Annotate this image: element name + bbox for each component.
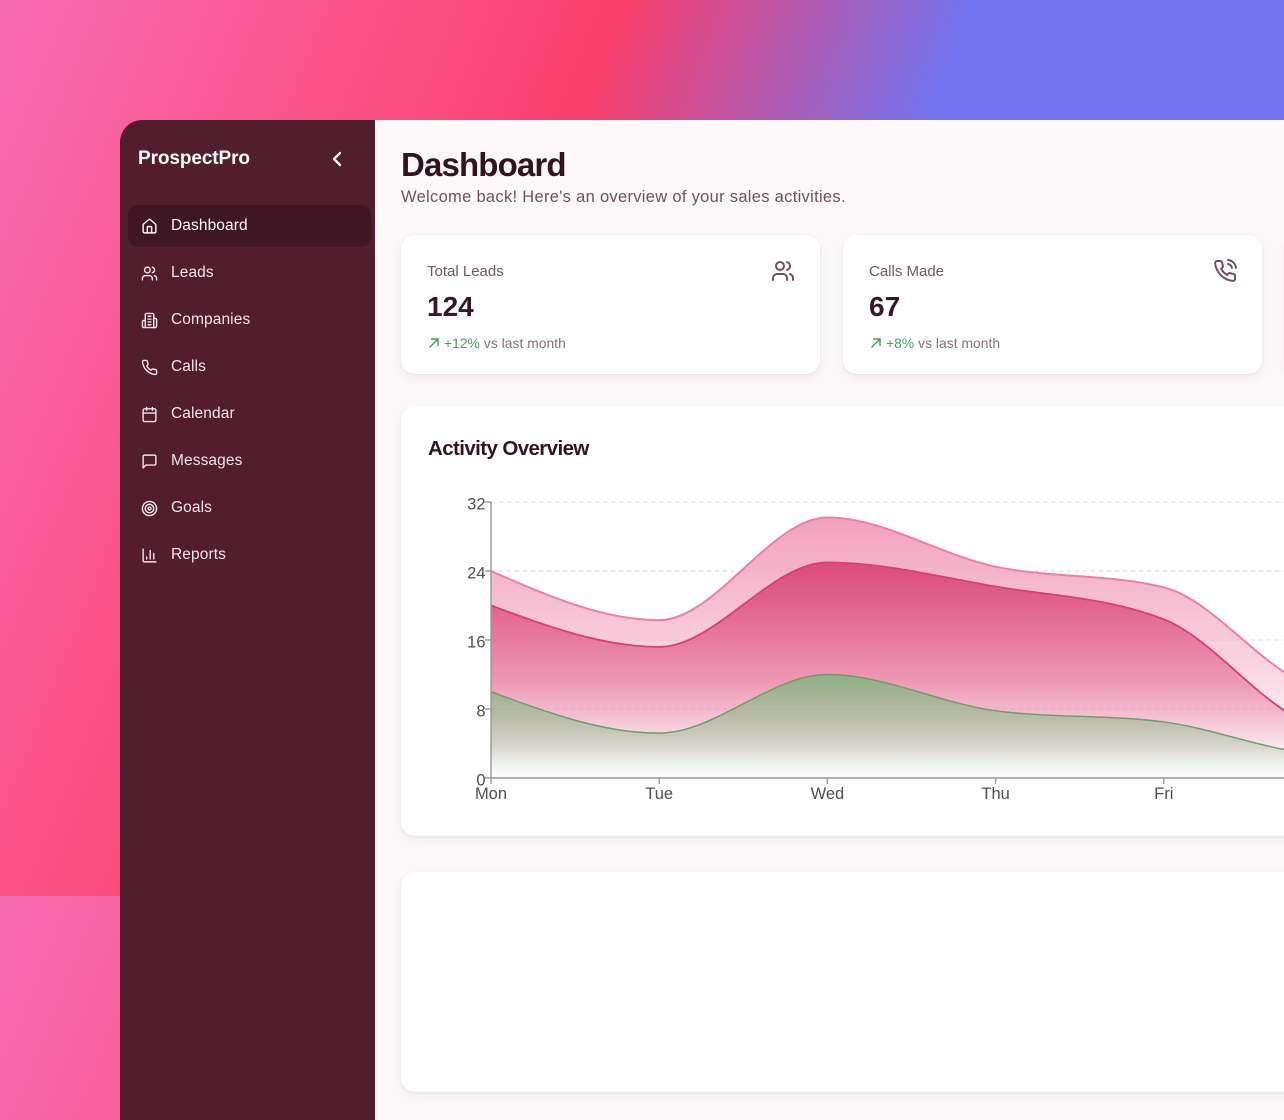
- svg-text:24: 24: [467, 565, 485, 583]
- svg-text:Tue: Tue: [645, 785, 673, 803]
- svg-text:Wed: Wed: [811, 785, 845, 803]
- svg-text:Thu: Thu: [981, 785, 1009, 803]
- svg-text:0: 0: [476, 772, 485, 790]
- svg-text:Mon: Mon: [475, 785, 507, 803]
- svg-text:32: 32: [467, 496, 485, 514]
- svg-text:Fri: Fri: [1154, 785, 1173, 803]
- svg-text:8: 8: [476, 703, 485, 721]
- svg-text:16: 16: [467, 634, 485, 652]
